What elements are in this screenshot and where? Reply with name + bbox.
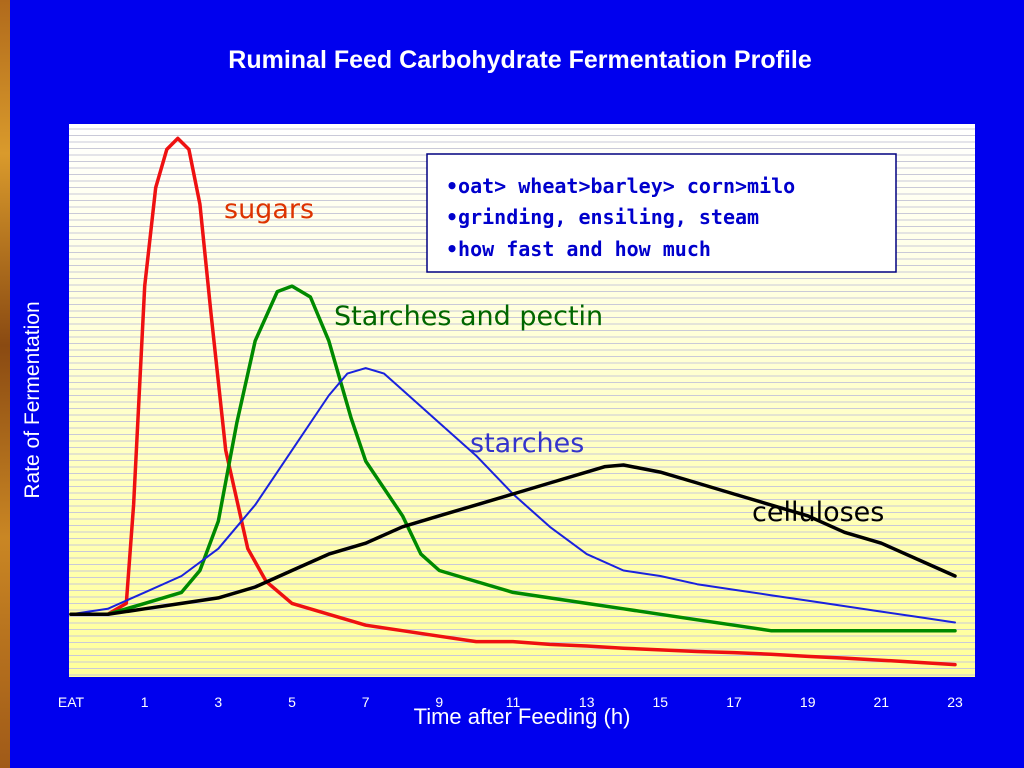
series-line-starches [70, 367, 956, 624]
x-tick-label: 23 [947, 694, 963, 710]
note-line-3: •how fast and how much [446, 237, 711, 261]
x-tick-label: 3 [214, 694, 222, 710]
x-tick-label: 21 [874, 694, 890, 710]
x-tick-label: 17 [726, 694, 742, 710]
x-tick-label: 11 [506, 694, 521, 710]
y-axis-label: Rate of Fermentation [21, 301, 44, 499]
x-tick-label: 5 [288, 694, 296, 710]
x-tick-label: 13 [579, 694, 595, 710]
note-line-2: •grinding, ensiling, steam [446, 205, 759, 229]
series-line-sugars [69, 136, 957, 667]
label-celluloses: celluloses [752, 497, 884, 528]
x-tick-label: EAT [58, 694, 85, 710]
label-starches: starches [470, 428, 584, 459]
note-line-1: •oat> wheat>barley> corn>milo [446, 174, 795, 198]
label-sugars: sugars [224, 194, 314, 225]
x-tick-label: 15 [653, 694, 669, 710]
chart-title: Ruminal Feed Carbohydrate Fermentation P… [228, 46, 812, 74]
x-axis-ticks: EAT 1 3 5 7 9 11 13 15 17 19 21 23 [58, 694, 963, 710]
series-line-celluloses [69, 463, 957, 617]
series-lines [69, 136, 957, 667]
x-tick-label: 1 [141, 694, 149, 710]
note-box: •oat> wheat>barley> corn>milo •grinding,… [426, 153, 897, 273]
x-tick-label: 19 [800, 694, 816, 710]
label-starches-and-pectin: Starches and pectin [334, 301, 603, 332]
x-tick-label: 9 [435, 694, 443, 710]
series-line-starches-and-pectin [69, 284, 957, 633]
x-axis-label: Time after Feeding (h) [413, 704, 631, 729]
decorative-left-strip [0, 0, 10, 768]
x-tick-label: 7 [362, 694, 370, 710]
